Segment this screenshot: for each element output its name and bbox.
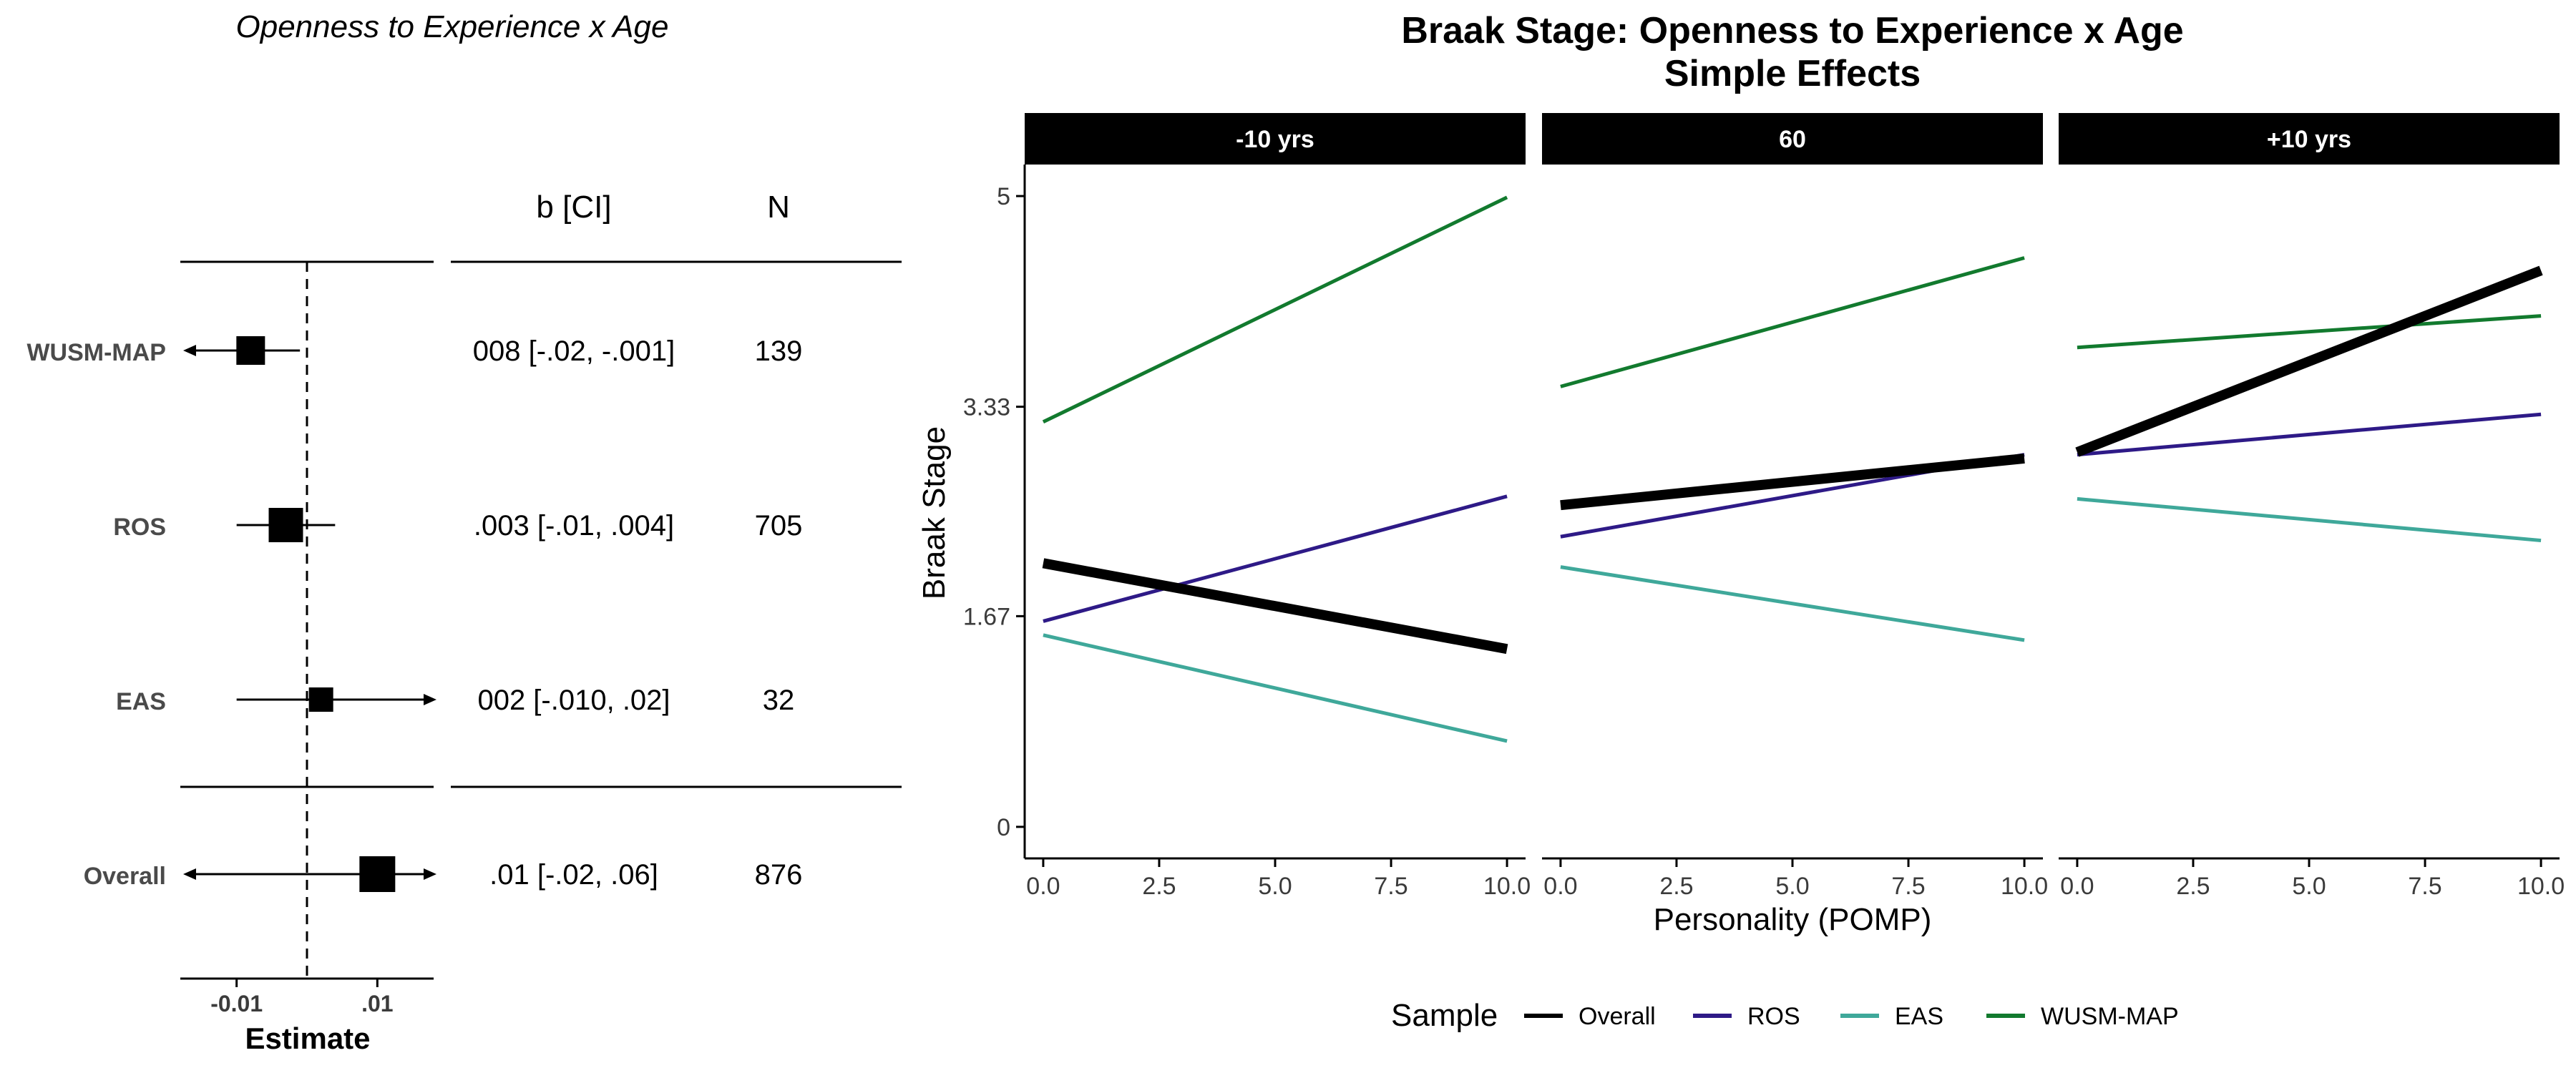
x-tick-label: 7.5	[2408, 873, 2441, 900]
forest-row-label: EAS	[116, 688, 166, 715]
forest-col-b-header: b [CI]	[536, 190, 611, 225]
x-tick-label: 5.0	[2292, 873, 2326, 900]
series-line-eas	[1560, 565, 2025, 642]
x-tick-label: 5.0	[1775, 873, 1809, 900]
x-tick-label: 2.5	[1659, 873, 1693, 900]
legend-label-overall: Overall	[1579, 1003, 1656, 1030]
legend: Sample Overall ROS EAS WUSM-MAP	[1391, 998, 2179, 1033]
simple-effects-chart: Braak Stage: Openness to Experience x Ag…	[917, 10, 2565, 1033]
x-tick-label: 5.0	[1258, 873, 1292, 900]
forest-point-estimate	[236, 336, 265, 365]
forest-ci-text: 008 [-.02, -.001]	[473, 335, 675, 367]
forest-rows: WUSM-MAP 008 [-.02, -.001] 139 ROS .003 [-.0…	[26, 335, 802, 892]
series-line-wusm-map	[1560, 256, 2025, 388]
x-tick-label: 0.0	[1543, 873, 1577, 900]
forest-x-ticks: -0.01 .01	[210, 979, 394, 1016]
forest-ci-arrow-left	[183, 868, 196, 880]
forest-n-text: 32	[763, 685, 795, 716]
legend-label-wusm-map: WUSM-MAP	[2041, 1003, 2179, 1030]
legend-label-eas: EAS	[1895, 1003, 1943, 1030]
x-tick-label: 10.0	[2001, 873, 2048, 900]
forest-x-label: Estimate	[245, 1021, 370, 1055]
facet-strip-label: 60	[1779, 126, 1806, 153]
facet-strip	[1542, 113, 2043, 165]
x-tick-label: 10.0	[1483, 873, 1531, 900]
x-tick-label: 0.0	[2060, 873, 2094, 900]
series-line-ros	[2077, 412, 2542, 457]
series-line-overall	[1042, 558, 1508, 655]
forest-ci-arrow-right	[424, 868, 436, 880]
facet-strip	[1025, 113, 1526, 165]
x-tick-label: 10.0	[2517, 873, 2565, 900]
forest-ci-text: .003 [-.01, .004]	[474, 510, 674, 542]
y-axis-label: Braak Stage	[917, 426, 952, 599]
series-line-overall	[1560, 453, 2025, 511]
series-line-wusm-map	[1042, 195, 1508, 424]
forest-n-text: 705	[755, 510, 803, 542]
forest-row-ros: ROS .003 [-.01, .004] 705	[113, 508, 802, 542]
y-axis-ticks: 0 1.67 3.33 5	[963, 165, 1026, 858]
y-tick-label: 1.67	[963, 603, 1010, 630]
forest-row-label: Overall	[84, 863, 166, 890]
series-line-ros	[1043, 494, 1508, 623]
facet-strip-label: +10 yrs	[2267, 126, 2351, 153]
y-tick-label: 5	[997, 183, 1010, 210]
x-tick-label: 2.5	[2176, 873, 2210, 900]
forest-row-label: WUSM-MAP	[26, 339, 166, 366]
forest-point-estimate	[268, 508, 303, 542]
forest-row-wusm-map: WUSM-MAP 008 [-.02, -.001] 139	[26, 335, 802, 367]
forest-col-n-header: N	[767, 190, 790, 225]
chart-subtitle: Simple Effects	[1664, 53, 1921, 94]
y-tick-label: 3.33	[963, 394, 1010, 421]
forest-row-eas: EAS 002 [-.010, .02] 32	[116, 685, 794, 716]
forest-ci-text: 002 [-.010, .02]	[477, 685, 670, 716]
legend-title: Sample	[1391, 998, 1498, 1033]
series-line-overall	[2075, 265, 2543, 457]
facet-panel-2: 60 0.0 2.5 5.0 7.5 10.0	[1542, 113, 2048, 900]
forest-title: Openness to Experience x Age	[236, 9, 669, 44]
x-tick-label: 2.5	[1142, 873, 1176, 900]
forest-ci-arrow-right	[424, 694, 436, 705]
series-line-eas	[1043, 633, 1508, 743]
x-tick-label: 7.5	[1374, 873, 1407, 900]
facet-strip-label: -10 yrs	[1236, 126, 1314, 153]
forest-point-estimate	[308, 687, 333, 712]
forest-x-tick-label: -0.01	[210, 991, 263, 1016]
facet-strip	[2059, 113, 2560, 165]
forest-x-tick-label: .01	[361, 991, 393, 1016]
x-tick-label: 7.5	[1891, 873, 1925, 900]
forest-ci-arrow-left	[183, 345, 196, 356]
x-axis-label: Personality (POMP)	[1654, 902, 1932, 937]
forest-point-estimate	[359, 856, 396, 892]
forest-n-text: 139	[755, 335, 803, 367]
forest-plot: Openness to Experience x Age b [CI] N -0…	[26, 9, 902, 1055]
facet-panel-3: +10 yrs 0.0 2.5 5.0 7.5 10.0	[2059, 113, 2565, 900]
facet-panel-1: -10 yrs 0.0 2.5 5.0 7.5 10.0	[1025, 113, 1531, 900]
series-line-wusm-map	[2077, 314, 2542, 350]
forest-ci-text: .01 [-.02, .06]	[489, 859, 658, 891]
facet-panels: -10 yrs 0.0 2.5 5.0 7.5 10.0 60 0.0 2.5 5.0 7.5 10.…	[1025, 113, 2565, 900]
x-tick-label: 0.0	[1026, 873, 1060, 900]
chart-title: Braak Stage: Openness to Experience x Ag…	[1401, 10, 2183, 52]
series-line-eas	[2077, 496, 2542, 543]
forest-row-overall: Overall .01 [-.02, .06] 876	[84, 856, 803, 892]
forest-row-label: ROS	[113, 514, 166, 541]
forest-n-text: 876	[755, 859, 803, 891]
legend-label-ros: ROS	[1747, 1003, 1800, 1030]
y-tick-label: 0	[997, 814, 1010, 841]
